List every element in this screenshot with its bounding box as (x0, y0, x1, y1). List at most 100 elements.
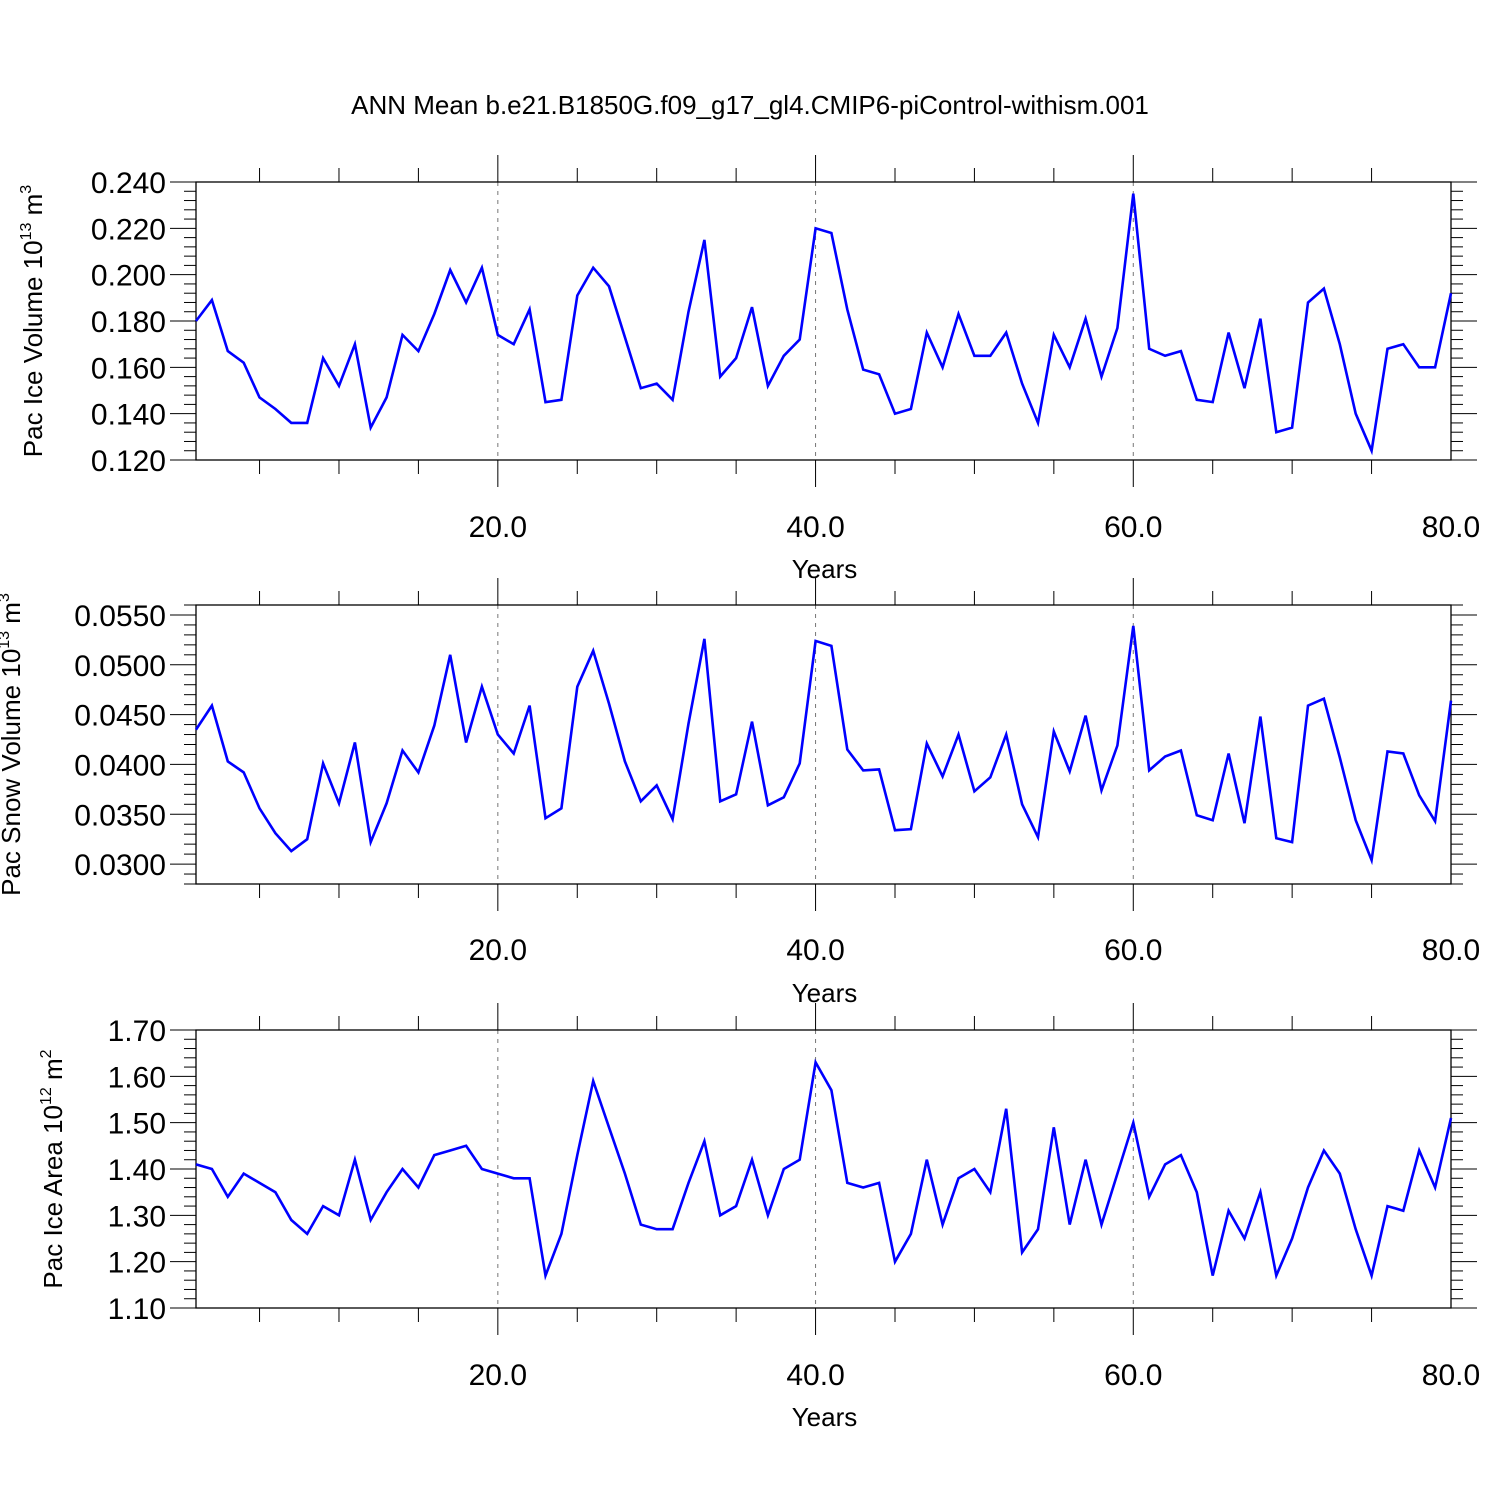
data-point (528, 1177, 530, 1179)
y-tick-label: 0.200 (91, 260, 166, 293)
data-point (703, 638, 705, 640)
data-point (1037, 1228, 1039, 1230)
data-point (274, 1191, 276, 1193)
data-point (1021, 1251, 1023, 1253)
y-axis-label: Pac Ice Volume 1013 m3 (18, 185, 48, 458)
data-point (1212, 1274, 1214, 1276)
data-point (1148, 1196, 1150, 1198)
data-point (1021, 803, 1023, 805)
plot-frame (195, 181, 1452, 461)
data-point (592, 1080, 594, 1082)
data-point (926, 742, 928, 744)
data-point (401, 749, 403, 751)
data-point (227, 760, 229, 762)
data-point (608, 285, 610, 287)
data-point (1132, 1121, 1134, 1123)
y-axis-label: Pac Snow Volume 1013 m3 (0, 593, 26, 896)
data-point (989, 355, 991, 357)
data-point (1037, 836, 1039, 838)
data-point (1402, 752, 1404, 754)
data-point (465, 1145, 467, 1147)
data-point (957, 1177, 959, 1179)
data-point (1196, 814, 1198, 816)
x-axis-label: Years (792, 1402, 858, 1432)
x-tick-label: 20.0 (469, 1359, 527, 1392)
data-point (513, 1177, 515, 1179)
data-point (973, 355, 975, 357)
data-point (1069, 366, 1071, 368)
data-point (910, 1233, 912, 1235)
y-tick-label: 0.0450 (74, 700, 166, 733)
data-point (1212, 819, 1214, 821)
data-point (1005, 331, 1007, 333)
data-point (783, 796, 785, 798)
data-point (560, 1233, 562, 1235)
data-point (894, 1260, 896, 1262)
data-point (687, 1182, 689, 1184)
data-point (751, 720, 753, 722)
data-point (290, 1219, 292, 1221)
chart-title: ANN Mean b.e21.B1850G.f09_g17_gl4.CMIP6-… (351, 90, 1149, 120)
data-point (449, 269, 451, 271)
data-point (703, 1140, 705, 1142)
data-point (1434, 820, 1436, 822)
data-point (1386, 750, 1388, 752)
y-tick-label: 1.70 (108, 1015, 166, 1048)
data-point (385, 802, 387, 804)
data-point (497, 1172, 499, 1174)
data-point (528, 308, 530, 310)
x-axis-label: Years (792, 554, 858, 584)
data-point (497, 334, 499, 336)
data-point (671, 1228, 673, 1230)
data-point (433, 724, 435, 726)
data-point (322, 762, 324, 764)
data-point (973, 1168, 975, 1170)
data-point (1307, 1186, 1309, 1188)
y-tick-label: 0.0550 (74, 600, 166, 633)
x-tick-label: 20.0 (469, 934, 527, 967)
data-point (1243, 822, 1245, 824)
data-point (751, 306, 753, 308)
data-point (671, 399, 673, 401)
data-point (846, 1182, 848, 1184)
data-point (1291, 1237, 1293, 1239)
data-point (1323, 287, 1325, 289)
data-point (465, 301, 467, 303)
data-point (783, 355, 785, 357)
data-point (1339, 1172, 1341, 1174)
data-point (655, 784, 657, 786)
data-point (1196, 399, 1198, 401)
x-axis-label: Years (792, 978, 858, 1008)
data-point (767, 1214, 769, 1216)
data-point (878, 1182, 880, 1184)
data-point (338, 1214, 340, 1216)
data-point (624, 336, 626, 338)
y-tick-label: 0.140 (91, 399, 166, 432)
data-point (1418, 794, 1420, 796)
data-point (1227, 331, 1229, 333)
data-point (1339, 343, 1341, 345)
y-tick-label: 0.240 (91, 167, 166, 200)
y-tick-label: 1.60 (108, 1061, 166, 1094)
data-point (1402, 343, 1404, 345)
data-point (274, 408, 276, 410)
data-point (1053, 730, 1055, 732)
y-tick-label: 1.40 (108, 1154, 166, 1187)
y-tick-label: 0.220 (91, 213, 166, 246)
data-point (1005, 1108, 1007, 1110)
data-point (481, 267, 483, 269)
data-point (989, 776, 991, 778)
data-point (513, 752, 515, 754)
data-point (1307, 301, 1309, 303)
data-point (941, 775, 943, 777)
data-point (513, 343, 515, 345)
data-point (433, 1154, 435, 1156)
data-point (1180, 749, 1182, 751)
data-point (195, 1163, 197, 1165)
data-point (242, 771, 244, 773)
data-point (798, 338, 800, 340)
data-point (1434, 1186, 1436, 1188)
data-point (1084, 1159, 1086, 1161)
series-line (194, 625, 1453, 866)
data-point (1180, 350, 1182, 352)
